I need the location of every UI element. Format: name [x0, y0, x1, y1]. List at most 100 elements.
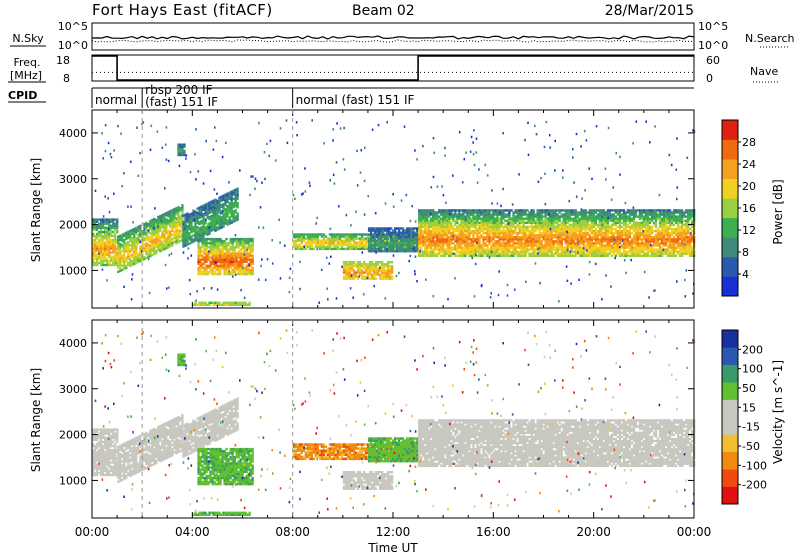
power-cell [386, 229, 389, 232]
power-cell [143, 247, 146, 250]
power-cell [598, 211, 601, 214]
power-cell [634, 215, 638, 218]
power-cell [520, 246, 523, 249]
power-cell [420, 221, 423, 224]
power-cell [530, 254, 533, 257]
power-cell [604, 234, 607, 237]
power-cell [213, 264, 216, 268]
power-cell [570, 231, 573, 235]
power-cell [169, 218, 172, 221]
power-cell [488, 240, 491, 243]
power-cell [632, 213, 636, 216]
power-cell [223, 266, 226, 270]
power-cell [381, 273, 384, 276]
power-cell [114, 245, 117, 248]
power-cell [534, 248, 537, 251]
power-cell [558, 254, 561, 257]
power-cell [512, 223, 515, 227]
power-cell [332, 239, 336, 242]
power-cell [98, 249, 101, 252]
power-cell [554, 252, 557, 255]
power-cell [412, 241, 415, 245]
power-cell [572, 250, 575, 253]
power-cell [566, 250, 569, 253]
power-cell [139, 253, 142, 256]
power-cell [196, 215, 199, 219]
power-cell [221, 262, 224, 265]
power-cell [442, 217, 445, 220]
power-cell [444, 234, 447, 237]
power-cell [468, 211, 471, 214]
power-cell [538, 219, 541, 222]
power-cell [201, 244, 204, 247]
power-cell [548, 225, 551, 229]
power-cell [486, 229, 489, 233]
power-cell [179, 207, 182, 210]
power-cell [512, 229, 515, 233]
power-cell [366, 235, 370, 238]
power-cell [516, 246, 519, 249]
power-cell [548, 244, 551, 247]
power-cell [550, 215, 553, 218]
power-cell [215, 262, 218, 265]
power-cell [184, 232, 187, 235]
power-cell [344, 241, 348, 244]
power-cell [508, 209, 511, 212]
noise-left-label: N.Sky [12, 32, 44, 45]
power-cell [296, 245, 299, 249]
power-cell [184, 230, 187, 233]
power-cell [596, 215, 599, 218]
power-cell [452, 209, 455, 212]
power-cell [223, 258, 226, 261]
power-cell [230, 202, 233, 206]
power-cell [233, 266, 236, 270]
power-cell [612, 219, 615, 222]
power-cell [212, 216, 215, 219]
power-cell [235, 252, 238, 255]
power-cell [600, 221, 603, 224]
power-cell [496, 221, 499, 224]
power-cell [454, 248, 457, 251]
power-cell [198, 227, 201, 230]
power-cell [186, 226, 189, 230]
power-cell [199, 264, 202, 268]
power-cell [348, 275, 352, 278]
power-cell [486, 221, 489, 224]
power-cell [560, 254, 563, 257]
power-cell [584, 234, 587, 237]
power-cell [112, 234, 115, 238]
power-cell [348, 263, 352, 266]
power-cell [584, 213, 587, 216]
power-cell [592, 217, 595, 220]
power-cell [530, 246, 533, 249]
power-cell [420, 219, 423, 222]
power-cell [100, 218, 103, 221]
power-cell [536, 244, 539, 247]
power-cell [604, 236, 607, 239]
power-cell [386, 237, 389, 240]
power-cell [344, 277, 348, 280]
power-cell [232, 216, 235, 219]
power-cell [564, 236, 567, 239]
power-cell [398, 250, 401, 253]
power-cell [96, 245, 99, 248]
power-cell [632, 248, 636, 251]
power-cell [610, 215, 613, 218]
power-cell [462, 215, 465, 218]
power-cell [123, 247, 126, 250]
power-cell [233, 268, 236, 272]
power-cell [302, 233, 305, 236]
power-cell [102, 234, 105, 238]
power-cell [392, 231, 395, 234]
power-cell [464, 244, 467, 247]
power-cell [396, 237, 399, 240]
power-cell [375, 231, 379, 234]
power-cell [173, 216, 176, 219]
power-cell [646, 217, 650, 220]
power-cell [157, 244, 160, 248]
power-cell [125, 241, 128, 245]
power-cell [210, 221, 213, 224]
power-cell [177, 153, 180, 157]
power-cell [422, 229, 425, 233]
power-cell [186, 233, 189, 236]
